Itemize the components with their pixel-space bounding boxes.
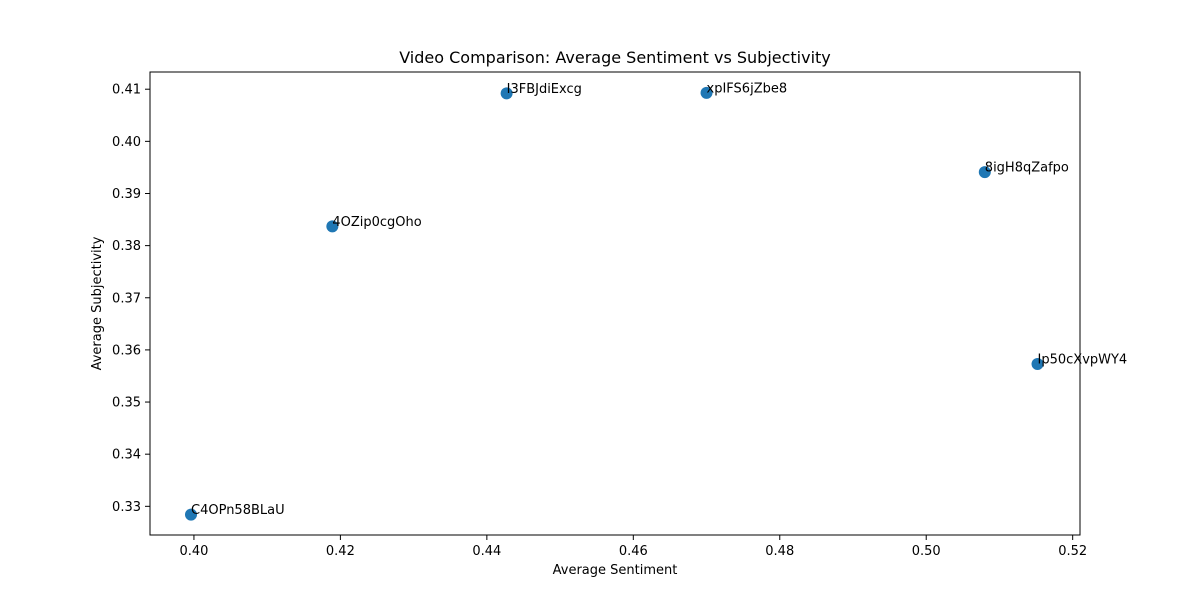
x-tick-label: 0.50	[912, 544, 941, 559]
x-tick-label: 0.52	[1058, 544, 1087, 559]
y-tick-label: 0.41	[112, 83, 141, 98]
y-tick-label: 0.37	[112, 291, 141, 306]
y-tick-label: 0.33	[112, 500, 141, 515]
y-tick-label: 0.39	[112, 187, 141, 202]
y-tick-label: 0.35	[112, 396, 141, 411]
x-tick-label: 0.48	[765, 544, 794, 559]
y-tick-label: 0.34	[112, 448, 141, 463]
y-tick-label: 0.38	[112, 239, 141, 254]
y-tick-label: 0.40	[112, 135, 141, 150]
data-point-label: I3FBJdiExcg	[507, 82, 582, 97]
x-axis-label: Average Sentiment	[553, 563, 678, 578]
x-tick-label: 0.40	[179, 544, 208, 559]
data-point-label: C4OPn58BLaU	[191, 503, 285, 518]
y-tick-label: 0.36	[112, 343, 141, 358]
data-point	[500, 87, 513, 100]
plot-frame	[149, 71, 1081, 536]
data-point-label: 8igH8qZafpo	[985, 161, 1069, 176]
x-tick-label: 0.42	[326, 544, 355, 559]
y-axis-label: Average Subjectivity	[90, 236, 105, 370]
x-tick-label: 0.46	[619, 544, 648, 559]
data-point-label: Ip50cXvpWY4	[1038, 352, 1128, 367]
chart-title: Video Comparison: Average Sentiment vs S…	[399, 48, 831, 67]
data-point	[185, 508, 198, 521]
data-point-label: xpIFS6jZbe8	[707, 81, 788, 96]
data-point	[1031, 357, 1044, 370]
x-axis-ticks: 0.40 0.42 0.44 0.46 0.48 0.50 0.52	[179, 535, 1087, 559]
data-points: C4OPn58BLaU 4OZip0cgOho I3FBJdiExcg xpIFS6j…	[185, 81, 1128, 521]
y-axis-ticks: 0.33 0.34 0.35 0.36 0.37 0.38 0.39 0.40 0.41	[112, 83, 150, 515]
data-point	[326, 220, 339, 233]
plot-background	[150, 72, 1080, 535]
data-point-label: 4OZip0cgOho	[332, 215, 421, 230]
x-tick-label: 0.44	[472, 544, 501, 559]
data-point	[700, 86, 713, 99]
data-point	[978, 166, 991, 179]
